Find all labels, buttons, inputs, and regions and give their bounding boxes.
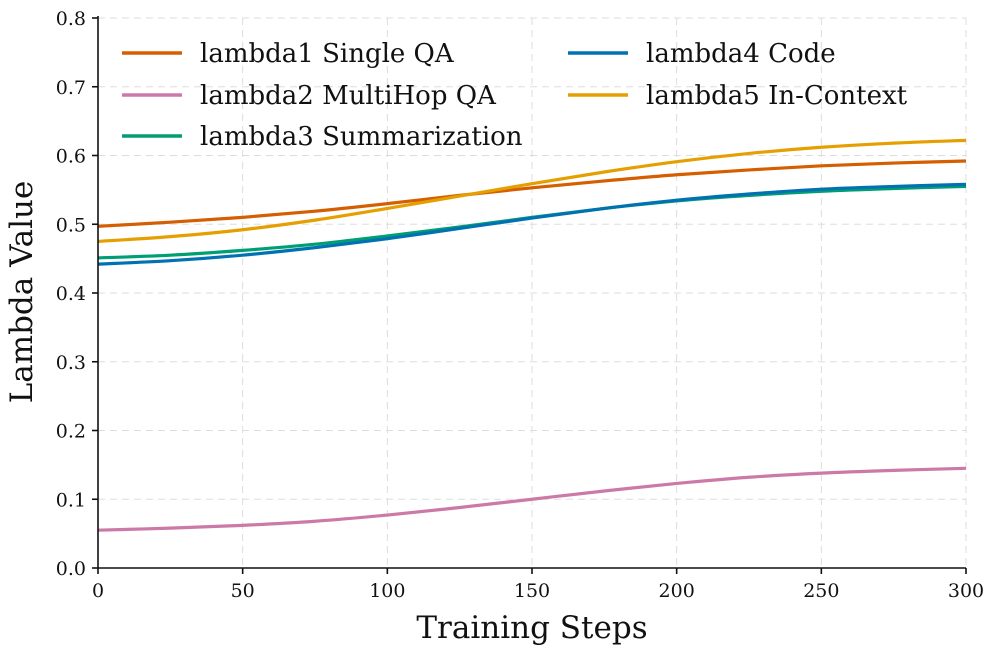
x-tick-label: 150: [514, 580, 550, 602]
x-tick-label: 300: [948, 580, 984, 602]
legend-label: lambda4 Code: [646, 39, 836, 69]
y-tick-label: 0.5: [56, 214, 86, 236]
legend: lambda1 Single QA lambda2 MultiHop QA lamb…: [122, 39, 908, 152]
y-tick-label: 0.8: [56, 8, 86, 30]
series-line-lambda4-code: [97, 182, 967, 266]
x-tick-label: 200: [659, 580, 695, 602]
series-line-lambda1-single-qa: [97, 159, 967, 228]
y-tick-label: 0.3: [56, 352, 86, 374]
x-tick-label: 250: [803, 580, 839, 602]
x-tick-label: 0: [92, 580, 104, 602]
series-line-lambda5-in-context: [97, 138, 967, 244]
y-tick-label: 0.0: [56, 558, 86, 580]
y-tick-label: 0.1: [56, 489, 86, 511]
legend-label: lambda2 MultiHop QA: [200, 81, 497, 111]
x-tick-label: 50: [231, 580, 255, 602]
y-tick-label: 0.7: [56, 77, 86, 99]
y-tick-label: 0.6: [56, 146, 86, 168]
y-axis-title: Lambda Value: [4, 181, 40, 404]
axes: 0 50 100 150 200 250 300 0.0 0.1 0.2 0.3 0.4 0.5 0.6 0…: [56, 8, 984, 602]
legend-label: lambda1 Single QA: [200, 39, 455, 69]
series-line-lambda2-multihop-qa: [97, 466, 967, 532]
y-tick-label: 0.2: [56, 421, 86, 443]
y-tick-label: 0.4: [56, 283, 86, 305]
legend-label: lambda3 Summarization: [200, 122, 523, 152]
x-axis-title: Training Steps: [416, 610, 647, 646]
x-tick-label: 100: [369, 580, 405, 602]
series-lines: [97, 138, 967, 532]
legend-label: lambda5 In-Context: [646, 81, 908, 111]
grid: [98, 17, 967, 568]
